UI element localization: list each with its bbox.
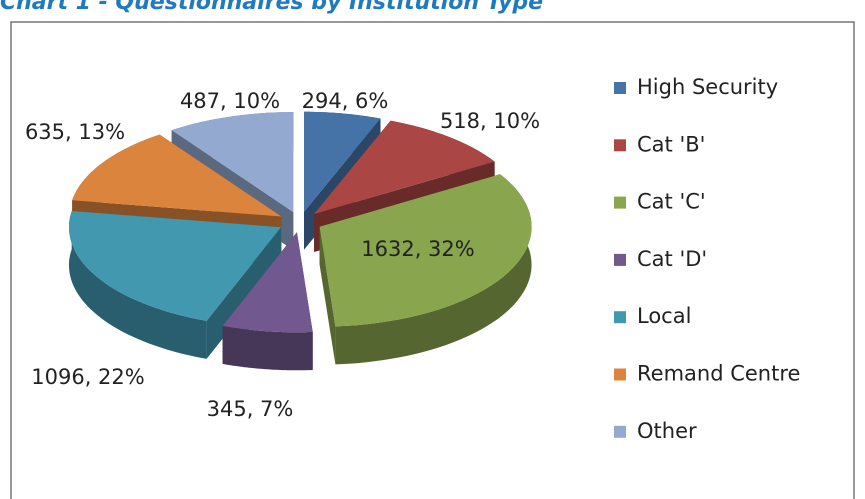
legend-swatch <box>614 368 626 381</box>
legend-label: Local <box>637 304 691 328</box>
pie-slice <box>69 211 281 359</box>
slice-side <box>319 226 336 365</box>
pie-slice <box>319 174 532 365</box>
data-label: 487, 10% <box>180 89 280 113</box>
chart-title: Chart 1 - Questionnaires by Institution … <box>0 0 543 15</box>
slice-top <box>314 120 495 214</box>
slice-top <box>171 112 294 213</box>
legend-label: Remand Centre <box>637 362 800 386</box>
slice-wall <box>335 174 532 365</box>
legend-label: Cat 'B' <box>637 132 705 156</box>
legend-label: Cat 'D' <box>637 247 707 271</box>
legend-swatch <box>614 425 626 438</box>
data-label: 1632, 32% <box>361 237 474 261</box>
data-label: 345, 7% <box>207 397 294 421</box>
legend-label: Cat 'C' <box>637 190 706 214</box>
legend-swatch <box>614 82 626 94</box>
legend-swatch <box>614 139 626 152</box>
slice-top <box>72 134 282 217</box>
slice-top <box>222 232 313 333</box>
pie-slice <box>222 232 313 371</box>
slice-top <box>69 211 281 321</box>
legend-swatch <box>614 196 626 209</box>
slice-top <box>319 174 532 327</box>
data-label: 518, 10% <box>440 109 540 133</box>
data-label: 1096, 22% <box>31 365 144 389</box>
legend-swatch <box>614 253 626 266</box>
slice-wall <box>69 211 207 359</box>
data-label: 635, 13% <box>25 120 125 144</box>
legend-swatch <box>614 311 626 324</box>
slice-wall <box>222 325 313 371</box>
data-label: 294, 6% <box>302 89 389 113</box>
slice-top <box>304 111 381 212</box>
legend-label: Other <box>637 419 697 443</box>
legend-label: High Security <box>637 75 778 99</box>
